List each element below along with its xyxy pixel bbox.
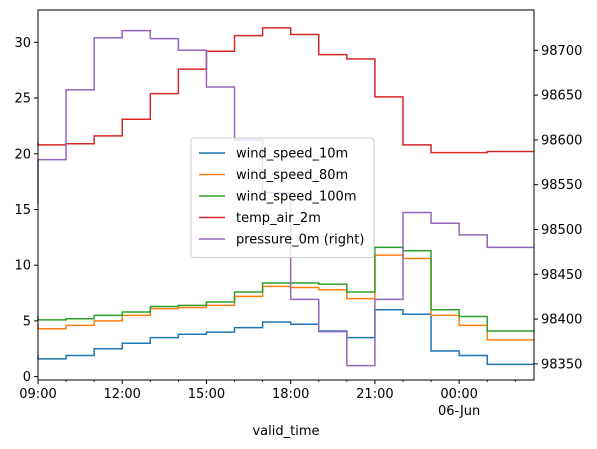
left-y-tick-label: 20 [14, 147, 31, 162]
left-y-tick-label: 0 [23, 370, 31, 385]
x-tick-label: 00:00 [440, 387, 477, 402]
legend: wind_speed_10m wind_speed_80m wind_speed_1… [190, 137, 375, 258]
legend-label: wind_speed_80m [236, 168, 348, 183]
right-y-axis: 98350 98400 98450 98500 98550 98600 98650 98700 [534, 44, 582, 372]
right-y-tick-label: 98400 [541, 313, 582, 328]
x-tick-sublabel: 06-Jun [438, 404, 480, 419]
series-layer [37, 27, 534, 367]
x-axis-title: valid_time [252, 424, 319, 439]
right-y-tick-label: 98700 [541, 44, 582, 59]
series-line-wind-speed-80m [37, 254, 534, 341]
legend-label: wind_speed_10m [236, 147, 348, 162]
x-tick-label: 09:00 [19, 387, 56, 402]
right-y-tick-label: 98350 [541, 357, 582, 372]
legend-box [190, 137, 375, 258]
left-y-tick-label: 15 [14, 203, 31, 218]
legend-label: temp_air_2m [236, 211, 321, 226]
axes-spine [37, 9, 535, 381]
right-y-tick-label: 98600 [541, 133, 582, 148]
legend-label: pressure_0m (right) [236, 233, 364, 248]
right-y-tick-label: 98650 [541, 89, 582, 104]
x-tick-label: 18:00 [272, 387, 309, 402]
series-line-temp-air-2m [37, 27, 534, 154]
left-y-axis: 0 5 10 15 20 25 30 [14, 36, 38, 385]
left-y-tick-label: 25 [14, 92, 31, 107]
x-tick-label: 12:00 [103, 387, 140, 402]
series-line-wind-speed-100m [37, 246, 534, 332]
right-y-tick-label: 98450 [541, 268, 582, 283]
x-tick-label: 21:00 [356, 387, 393, 402]
left-y-tick-label: 10 [14, 259, 31, 274]
left-y-tick-label: 30 [14, 36, 31, 51]
x-axis: 09:00 12:00 15:00 18:00 21:00 00:00 06-Jun [19, 380, 516, 419]
right-y-tick-label: 98500 [541, 223, 582, 238]
x-tick-label: 15:00 [188, 387, 225, 402]
legend-label: wind_speed_100m [236, 190, 357, 205]
left-y-tick-label: 5 [23, 314, 31, 329]
series-line-wind-speed-10m [37, 309, 534, 366]
right-y-tick-label: 98550 [541, 178, 582, 193]
